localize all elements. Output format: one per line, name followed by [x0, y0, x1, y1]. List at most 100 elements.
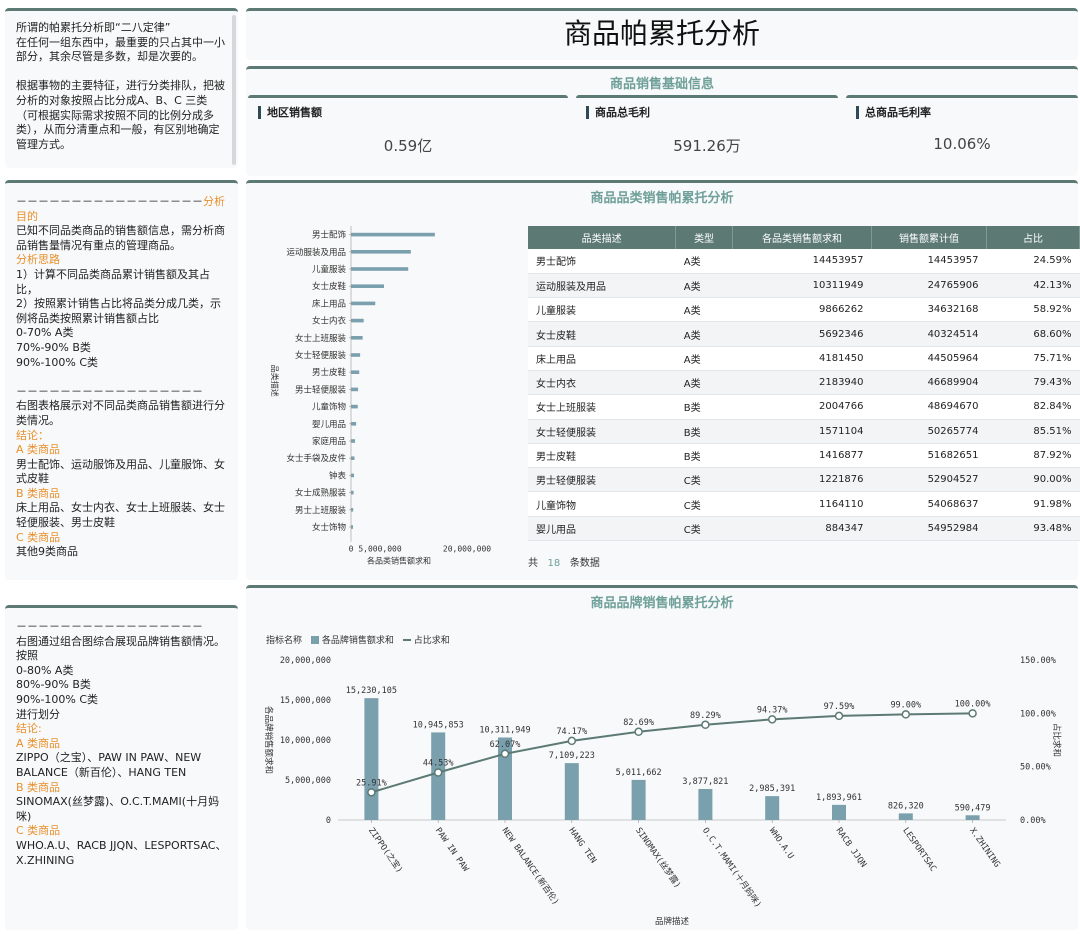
column-header[interactable]: 各品类销售额求和: [732, 226, 873, 249]
brand-b-text: SINOMAX(丝梦露)、O.C.T.MAMI(十月妈咪): [16, 795, 220, 823]
line-point[interactable]: [367, 788, 376, 797]
brand-bar[interactable]: [631, 779, 646, 820]
brand-bar[interactable]: [898, 813, 913, 820]
category-tick-label: 家庭用品: [312, 436, 346, 447]
section-title: 商品销售基础信息: [609, 77, 714, 92]
table-cell: 女士上班服装: [528, 394, 676, 420]
column-header[interactable]: 类型: [675, 226, 733, 249]
table-row[interactable]: 儿童服装 A类 9866262 34632168 58.92%: [528, 297, 1080, 323]
category-bar[interactable]: [351, 232, 435, 237]
brand-bar[interactable]: [965, 815, 980, 820]
legend-line-swatch[interactable]: [402, 639, 411, 641]
brand-bar[interactable]: [498, 737, 512, 820]
category-bar[interactable]: [351, 456, 355, 460]
table-row[interactable]: 男士轻便服装 C类 1221876 52904527 90.00%: [528, 467, 1080, 493]
brand-bar[interactable]: [364, 698, 379, 820]
category-bar[interactable]: [351, 284, 385, 288]
line-point[interactable]: [701, 720, 710, 730]
brand-tick-label: HANG TEN: [566, 826, 598, 865]
kpi-card-profit: 商品总毛利 591.26万: [576, 95, 838, 172]
line-data-label: 25.91%: [356, 778, 387, 788]
category-bar[interactable]: [351, 490, 354, 495]
category-bar[interactable]: [351, 267, 409, 271]
legend-line-label[interactable]: 占比求和: [413, 636, 450, 646]
line-point[interactable]: [968, 709, 977, 718]
table-cell: 9866262: [732, 297, 872, 323]
category-tick-label: 女士饰物: [312, 522, 347, 533]
column-header[interactable]: 销售额累计值: [871, 226, 987, 249]
brand-tick-label: RACB JJQN: [834, 826, 869, 869]
line-point[interactable]: [500, 749, 510, 759]
table-cell: 1221876: [732, 467, 872, 493]
brand-tick-label: NEW BALANCE(新百伦): [500, 825, 562, 907]
category-tick-label: 儿童服装: [312, 264, 347, 275]
class-a-title: A 类商品: [16, 443, 61, 457]
kpi-label: 地区销售额: [258, 106, 322, 119]
brand-tick-label: PAW IN PAW: [433, 826, 471, 874]
column-header[interactable]: 占比: [986, 226, 1080, 249]
brand-tick-label: LESPORTSAC: [900, 826, 938, 874]
table-row[interactable]: 女士皮鞋 A类 5692346 40324514 68.60%: [528, 321, 1080, 347]
line-point[interactable]: [901, 710, 911, 719]
table-cell: 52904527: [871, 467, 987, 493]
category-bar[interactable]: [351, 250, 411, 254]
footer-prefix: 共: [528, 558, 538, 569]
legend-bar-label[interactable]: 各品牌销售额求和: [321, 636, 394, 646]
table-row[interactable]: 运动服装及用品 A类 10311949 24765906 42.13%: [528, 273, 1080, 299]
category-bar[interactable]: [351, 439, 356, 443]
page-title: 商品帕累托分析: [563, 17, 760, 50]
table-row[interactable]: 女士上班服装 B类 2004766 48694670 82.84%: [528, 394, 1080, 420]
category-bar[interactable]: [351, 387, 359, 392]
table-cell: 2183940: [732, 370, 872, 396]
category-bar[interactable]: [351, 353, 361, 357]
table-row[interactable]: 男士配饰 A类 14453957 14453957 24.59%: [528, 249, 1080, 274]
category-bar[interactable]: [351, 318, 364, 323]
brand-bar[interactable]: [564, 763, 579, 820]
table-row[interactable]: 床上用品 A类 4181450 44505964 75.71%: [528, 346, 1080, 371]
dash-line: －－－－－－－－－－－－－－－－－: [16, 384, 203, 398]
table-cell: 90.00%: [986, 467, 1080, 493]
table-cell: 48694670: [871, 394, 987, 420]
legend-bar-swatch[interactable]: [310, 636, 319, 644]
category-bar[interactable]: [351, 336, 363, 340]
table-cell: 82.84%: [986, 394, 1080, 420]
table-cell: 1571104: [732, 419, 872, 444]
table-header-row: 品类描述 类型 各品类销售额求和 销售额累计值 占比: [528, 226, 1080, 249]
category-bar[interactable]: [351, 370, 360, 374]
category-bar[interactable]: [351, 473, 355, 478]
line-point[interactable]: [567, 736, 577, 746]
class-a-text: 男士配饰、运动服饰及用品、儿童服饰、女式皮鞋: [16, 457, 225, 486]
category-tick-label: 婴儿用品: [312, 420, 346, 430]
category-bar[interactable]: [351, 301, 376, 306]
brand-bar[interactable]: [698, 788, 713, 820]
table-row[interactable]: 男士皮鞋 B类 1416877 51682651 87.92%: [528, 443, 1080, 469]
table-row[interactable]: 女士内衣 A类 2183940 46689904 79.43%: [528, 370, 1080, 396]
brand-bar[interactable]: [832, 804, 846, 820]
line-point[interactable]: [433, 768, 443, 777]
table-cell: C类: [675, 467, 733, 493]
category-tick-label: 运动服装及用品: [286, 247, 346, 258]
category-tick-label: 女士轻便服装: [295, 350, 347, 361]
brand-bar[interactable]: [765, 796, 780, 820]
category-tick-label: 男士上班服装: [295, 505, 347, 516]
x-axis-title: 各品类销售额求和: [367, 556, 431, 566]
category-bar[interactable]: [351, 422, 357, 426]
bar-data-label: 2,985,391: [749, 784, 795, 794]
line-point[interactable]: [767, 715, 777, 724]
y2-tick-label: 0.00%: [1020, 816, 1046, 826]
table-row[interactable]: 婴儿用品 C类 884347 54952984 93.48%: [528, 516, 1080, 542]
intro-scrollbar[interactable]: [232, 15, 236, 165]
category-bar[interactable]: [351, 508, 354, 512]
table-cell: 884347: [732, 516, 872, 542]
table-cell: 女士轻便服装: [528, 419, 676, 444]
line-point[interactable]: [634, 727, 643, 737]
category-bar[interactable]: [351, 404, 358, 409]
column-header[interactable]: 品类描述: [528, 226, 677, 249]
idea-text: 1）计算不同品类商品累计销售额及其占比， 2）按照累计销售占比将品类分成几类，示…: [16, 267, 221, 369]
line-point[interactable]: [834, 711, 844, 721]
category-bar[interactable]: [351, 525, 353, 529]
table-row[interactable]: 女士轻便服装 B类 1571104 50265774 85.51%: [528, 419, 1080, 444]
table-row[interactable]: 儿童饰物 C类 1164110 54068637 91.98%: [528, 491, 1080, 517]
brand-a-title: A 类商品: [16, 736, 61, 750]
table-cell: 24.59%: [986, 249, 1080, 274]
